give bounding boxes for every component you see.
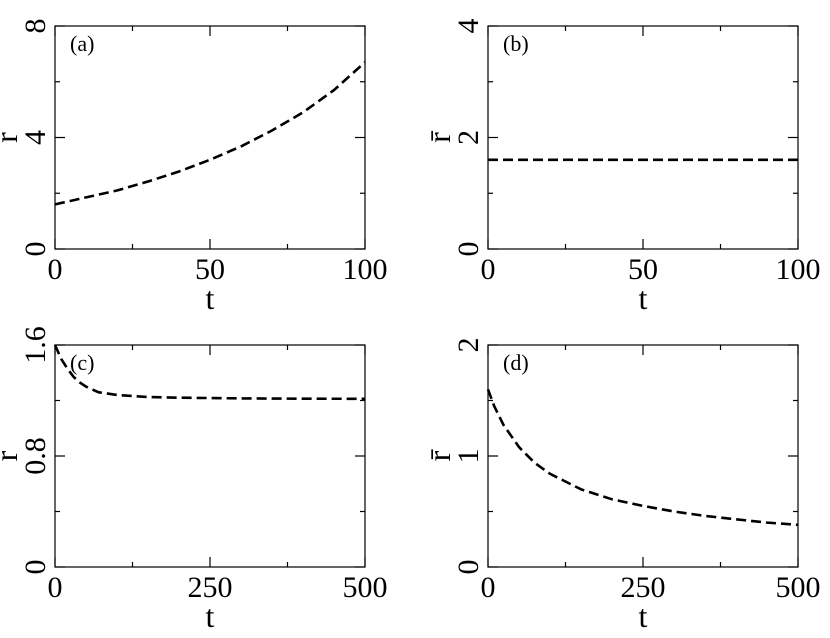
y-tick-label: 0 [19, 242, 52, 257]
y-tick-label: 1 [452, 449, 485, 464]
panel-label: (d) [503, 350, 529, 375]
x-tick-label: 250 [188, 571, 233, 604]
plot-frame [54, 25, 366, 250]
y-axis-label: r̄ [421, 131, 457, 143]
panel-d: 0 250 500 0 1 2 t r̄ (d) [421, 338, 821, 635]
y-tick-label: 8 [19, 19, 52, 34]
y-tick-label: 2 [452, 338, 485, 353]
panel-c: 0 250 500 0 0.8 1.6 t r̄ (c) [0, 326, 388, 634]
y-tick-label: 0 [19, 560, 52, 575]
series-line [53, 344, 366, 401]
panel-label: (c) [70, 350, 94, 375]
x-axis-label: t [206, 280, 215, 316]
x-tick-label: 100 [343, 253, 388, 286]
series-line [54, 61, 366, 206]
panel-b: 0 50 100 0 2 4 t r̄ (b) [421, 19, 821, 317]
x-tick-label: 50 [628, 253, 658, 286]
plot-frame [487, 25, 799, 250]
x-tick-label: 50 [195, 253, 225, 286]
y-tick-label: 0 [452, 242, 485, 257]
panel-label: (b) [503, 31, 529, 56]
x-tick-label: 100 [776, 253, 821, 286]
x-tick-label: 0 [48, 253, 63, 286]
y-tick-label: 4 [19, 130, 52, 145]
x-tick-label: 500 [343, 571, 388, 604]
plot-frame [54, 344, 366, 568]
y-tick-label: 0 [452, 560, 485, 575]
panel-label: (a) [70, 31, 94, 56]
x-axis-label: t [639, 280, 648, 316]
y-axis-label: r̄ [421, 449, 457, 461]
x-axis-label: t [206, 598, 215, 634]
x-axis-label: t [639, 598, 648, 634]
x-tick-label: 250 [621, 571, 666, 604]
plot-frame [487, 344, 799, 568]
y-tick-label: 0.8 [19, 437, 52, 475]
series-line [486, 388, 799, 527]
y-tick-label: 2 [452, 130, 485, 145]
y-tick-label: 4 [452, 19, 485, 34]
x-tick-label: 0 [481, 571, 496, 604]
y-tick-label: 1.6 [19, 326, 52, 364]
y-axis-label: r̄ [0, 131, 24, 143]
x-tick-label: 500 [776, 571, 821, 604]
x-tick-label: 0 [48, 571, 63, 604]
y-axis-label: r̄ [0, 449, 24, 461]
panel-a: 0 50 100 0 4 8 t r̄ (a) [0, 19, 388, 317]
x-tick-label: 0 [481, 253, 496, 286]
